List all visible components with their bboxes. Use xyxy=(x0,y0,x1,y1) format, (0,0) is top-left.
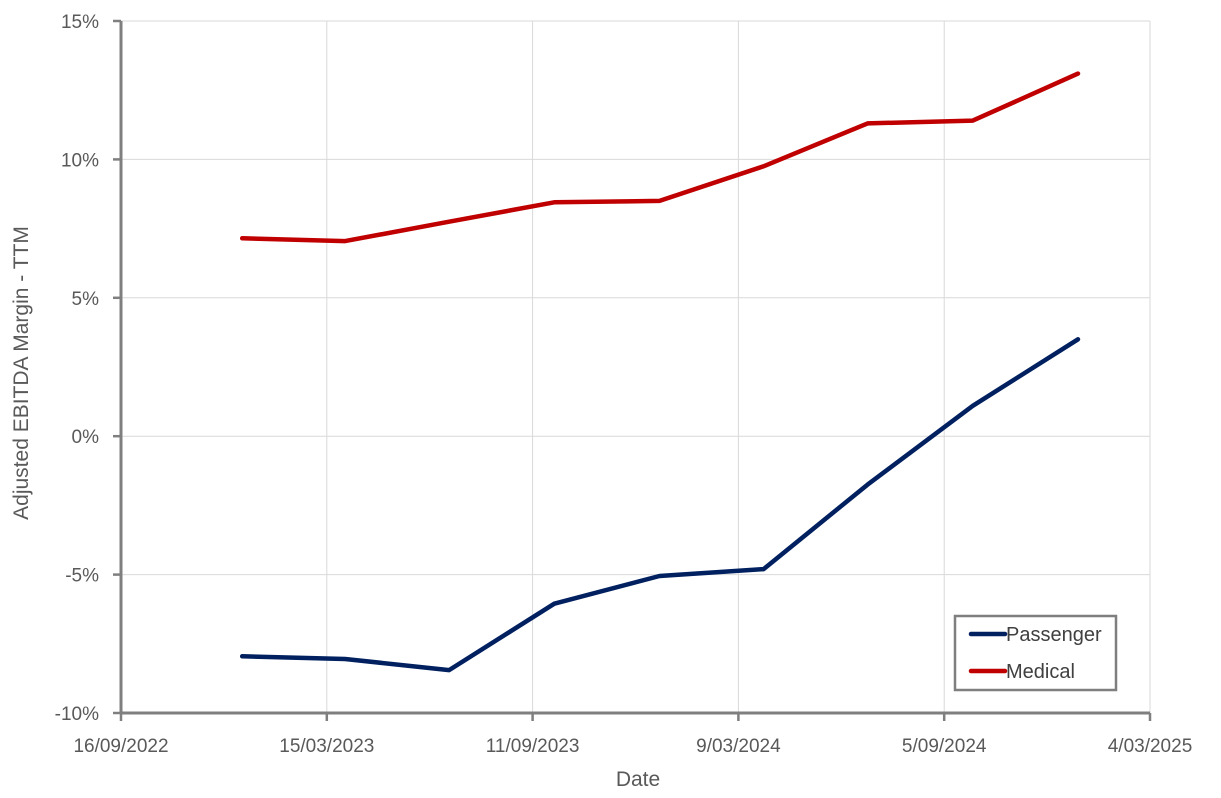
x-tick-label: 16/09/2022 xyxy=(73,736,168,757)
x-tick-label: 4/03/2025 xyxy=(1108,736,1193,757)
y-tick-label: 5% xyxy=(72,289,100,310)
y-tick-label: 0% xyxy=(72,427,100,448)
gridlines xyxy=(121,20,1151,713)
x-axis-title: Date xyxy=(616,768,660,791)
y-tick-label: -10% xyxy=(55,704,99,725)
x-tick-label: 5/09/2024 xyxy=(902,736,987,757)
series-line-medical xyxy=(239,71,1081,244)
legend-label-passenger: Passenger xyxy=(1006,624,1102,646)
legend-label-medical: Medical xyxy=(1006,661,1075,683)
y-tick-label: 15% xyxy=(61,12,99,33)
y-tick-label: -5% xyxy=(65,566,99,587)
x-tick-label: 11/09/2023 xyxy=(486,736,580,757)
series-line-passenger xyxy=(239,337,1081,673)
y-axis-tick-labels: -10% -5% 0% 5% 10% 15% xyxy=(55,12,99,725)
series-lines xyxy=(239,71,1081,673)
axes xyxy=(113,19,1152,721)
x-tick-label: 9/03/2024 xyxy=(696,736,781,757)
x-tick-label: 15/03/2023 xyxy=(279,736,374,757)
legend-box xyxy=(953,614,1118,692)
legend: Passenger Medical xyxy=(953,614,1118,692)
y-axis-title: Adjusted EBITDA Margin - TTM xyxy=(10,226,33,520)
x-axis-tick-labels: 16/09/2022 15/03/2023 11/09/2023 9/03/2024 5… xyxy=(73,736,1192,757)
y-tick-label: 10% xyxy=(61,150,99,171)
